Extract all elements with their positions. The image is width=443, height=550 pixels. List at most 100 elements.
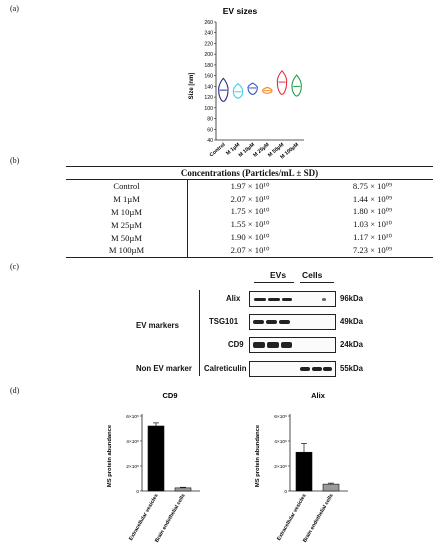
bar-chart-title: CD9: [162, 391, 177, 400]
marker-tsg101-label: TSG101: [209, 317, 239, 326]
blot-band: [266, 320, 277, 324]
row-mean: 1.90 × 10¹⁰: [230, 232, 270, 243]
row-mean: 1.97 × 10¹⁰: [230, 180, 270, 191]
panel-c-label: (c): [10, 262, 19, 271]
x-tick-label: Brain endothelial cells: [302, 493, 335, 544]
blot-band: [253, 320, 264, 324]
x-tick-label: Extracellular vesicles: [128, 493, 160, 542]
row-name: Control: [66, 179, 188, 193]
column-label-evs: EVs: [270, 270, 287, 280]
y-tick-label: 100: [204, 106, 213, 112]
group-label-ev-markers: EV markers: [136, 321, 179, 330]
x-tick-label: Control: [209, 142, 227, 159]
non-ev-marker-bracket: [199, 361, 200, 376]
blot-band: [267, 342, 279, 348]
y-tick-label: 0: [284, 489, 287, 495]
concentrations-table: Concentrations (Particles/mL ± SD) Contr…: [66, 166, 433, 258]
table-row: M 50µM 1.90 × 10¹⁰ 1.17 × 10¹⁰: [66, 231, 433, 244]
table-header: Concentrations (Particles/mL ± SD): [66, 166, 433, 180]
blot-alix: [249, 291, 336, 307]
violin-shape: [262, 86, 273, 94]
marker-alix-label: Alix: [226, 294, 241, 303]
table-row: M 1µM 2.07 × 10¹⁰ 1.44 × 10⁰⁹: [66, 192, 433, 206]
group-label-non-ev-marker: Non EV marker: [136, 364, 192, 373]
row-mean: 2.07 × 10¹⁰: [230, 193, 270, 204]
evs-underline: [254, 282, 294, 283]
x-tick-label: Extracellular vesicles: [276, 493, 308, 542]
blot-band: [281, 342, 292, 348]
y-tick-label: 160: [204, 74, 213, 80]
cells-underline: [300, 282, 334, 283]
y-tick-label: 4×10⁶: [126, 439, 139, 445]
x-tick-label: Brain endothelial cells: [154, 493, 187, 544]
y-tick-label: 180: [204, 63, 213, 69]
violin-chart-ylabel: Size [nm]: [189, 73, 195, 100]
bar: [174, 487, 192, 492]
violin-chart-title: EV sizes: [223, 6, 258, 16]
row-name: M 50µM: [66, 231, 188, 244]
panel-a-label: (a): [10, 4, 19, 13]
blot-band: [322, 298, 326, 301]
blot-band: [254, 298, 266, 301]
row-name: M 10µM: [66, 205, 188, 219]
y-tick-label: 0: [136, 489, 139, 495]
violin-chart: EV sizes Size [nm] 40 60 80 100 120 140 160 180…: [189, 6, 304, 161]
marker-calreticulin-label: Calreticulin: [204, 364, 247, 373]
bar-chart-title: Alix: [311, 391, 326, 400]
violin-shape: [218, 77, 229, 102]
blot-band: [253, 342, 265, 348]
table-row: M 25µM 1.55 × 10¹⁰ 1.03 × 10¹⁰: [66, 218, 433, 232]
violin-shape: [247, 82, 258, 95]
y-tick-label: 2×10⁶: [274, 464, 287, 470]
row-sd: 1.17 × 10¹⁰: [353, 232, 392, 243]
row-mean: 1.75 × 10¹⁰: [230, 206, 270, 217]
blot-band: [323, 367, 332, 371]
blot-tsg101: [249, 314, 336, 330]
panel-d-label: (d): [10, 386, 20, 395]
row-name: M 1µM: [66, 192, 188, 206]
row-name: M 100µM: [66, 243, 188, 258]
marker-calreticulin-size: 55kDa: [340, 364, 363, 373]
row-mean: 2.07 × 10¹⁰: [187, 243, 312, 258]
marker-alix-size: 96kDa: [340, 294, 363, 303]
blot-band: [282, 298, 292, 301]
blot-band: [279, 320, 290, 324]
y-tick-label: 80: [207, 117, 213, 123]
blot-band: [268, 298, 280, 301]
row-sd: 1.44 × 10⁰⁹: [352, 193, 393, 204]
row-sd: 1.03 × 10¹⁰: [353, 219, 392, 230]
table-row: M 100µM 2.07 × 10¹⁰ 7.23 × 10⁰⁹: [66, 243, 433, 258]
y-tick-label: 60: [207, 127, 213, 133]
y-tick-label: 260: [204, 20, 213, 26]
y-tick-label: 140: [204, 84, 213, 90]
y-tick-label: 6×10⁶: [126, 414, 139, 420]
bar: [147, 425, 165, 492]
column-label-cells: Cells: [302, 270, 323, 280]
bar: [322, 483, 340, 492]
bar: [295, 451, 313, 492]
blot-calreticulin: [249, 361, 336, 377]
marker-cd9-label: CD9: [228, 340, 244, 349]
table-row: M 10µM 1.75 × 10¹⁰ 1.80 × 10⁰⁹: [66, 205, 433, 219]
row-sd: 8.75 × 10⁰⁹: [352, 180, 393, 191]
y-tick-label: 6×10⁶: [274, 414, 287, 420]
y-tick-label: 120: [204, 95, 213, 101]
alix-bar-chart: Alix MS protein abundance 0 2×10⁶ 4×10⁶ 6×10⁶…: [255, 391, 348, 544]
blot-cd9: [249, 337, 336, 353]
violin-shape: [291, 74, 302, 97]
violin-shape: [232, 82, 244, 99]
row-name: M 25µM: [66, 218, 188, 232]
y-tick-label: 4×10⁶: [274, 439, 287, 445]
ev-markers-bracket: [199, 290, 200, 365]
row-mean: 1.55 × 10¹⁰: [230, 219, 270, 230]
blot-band: [300, 367, 310, 371]
panel-b-label: (b): [10, 156, 20, 165]
row-sd: 7.23 × 10⁰⁹: [312, 243, 433, 258]
cd9-bar-chart: CD9 MS protein abundance 0 2×10⁶ 4×10⁶ 6×10⁶ E…: [107, 391, 200, 544]
y-tick-label: 40: [207, 138, 213, 144]
y-tick-label: 240: [204, 31, 213, 37]
y-tick-label: 220: [204, 41, 213, 47]
table-row: Control 1.97 × 10¹⁰ 8.75 × 10⁰⁹: [66, 179, 433, 193]
y-tick-label: 2×10⁶: [126, 464, 139, 470]
marker-tsg101-size: 49kDa: [340, 317, 363, 326]
